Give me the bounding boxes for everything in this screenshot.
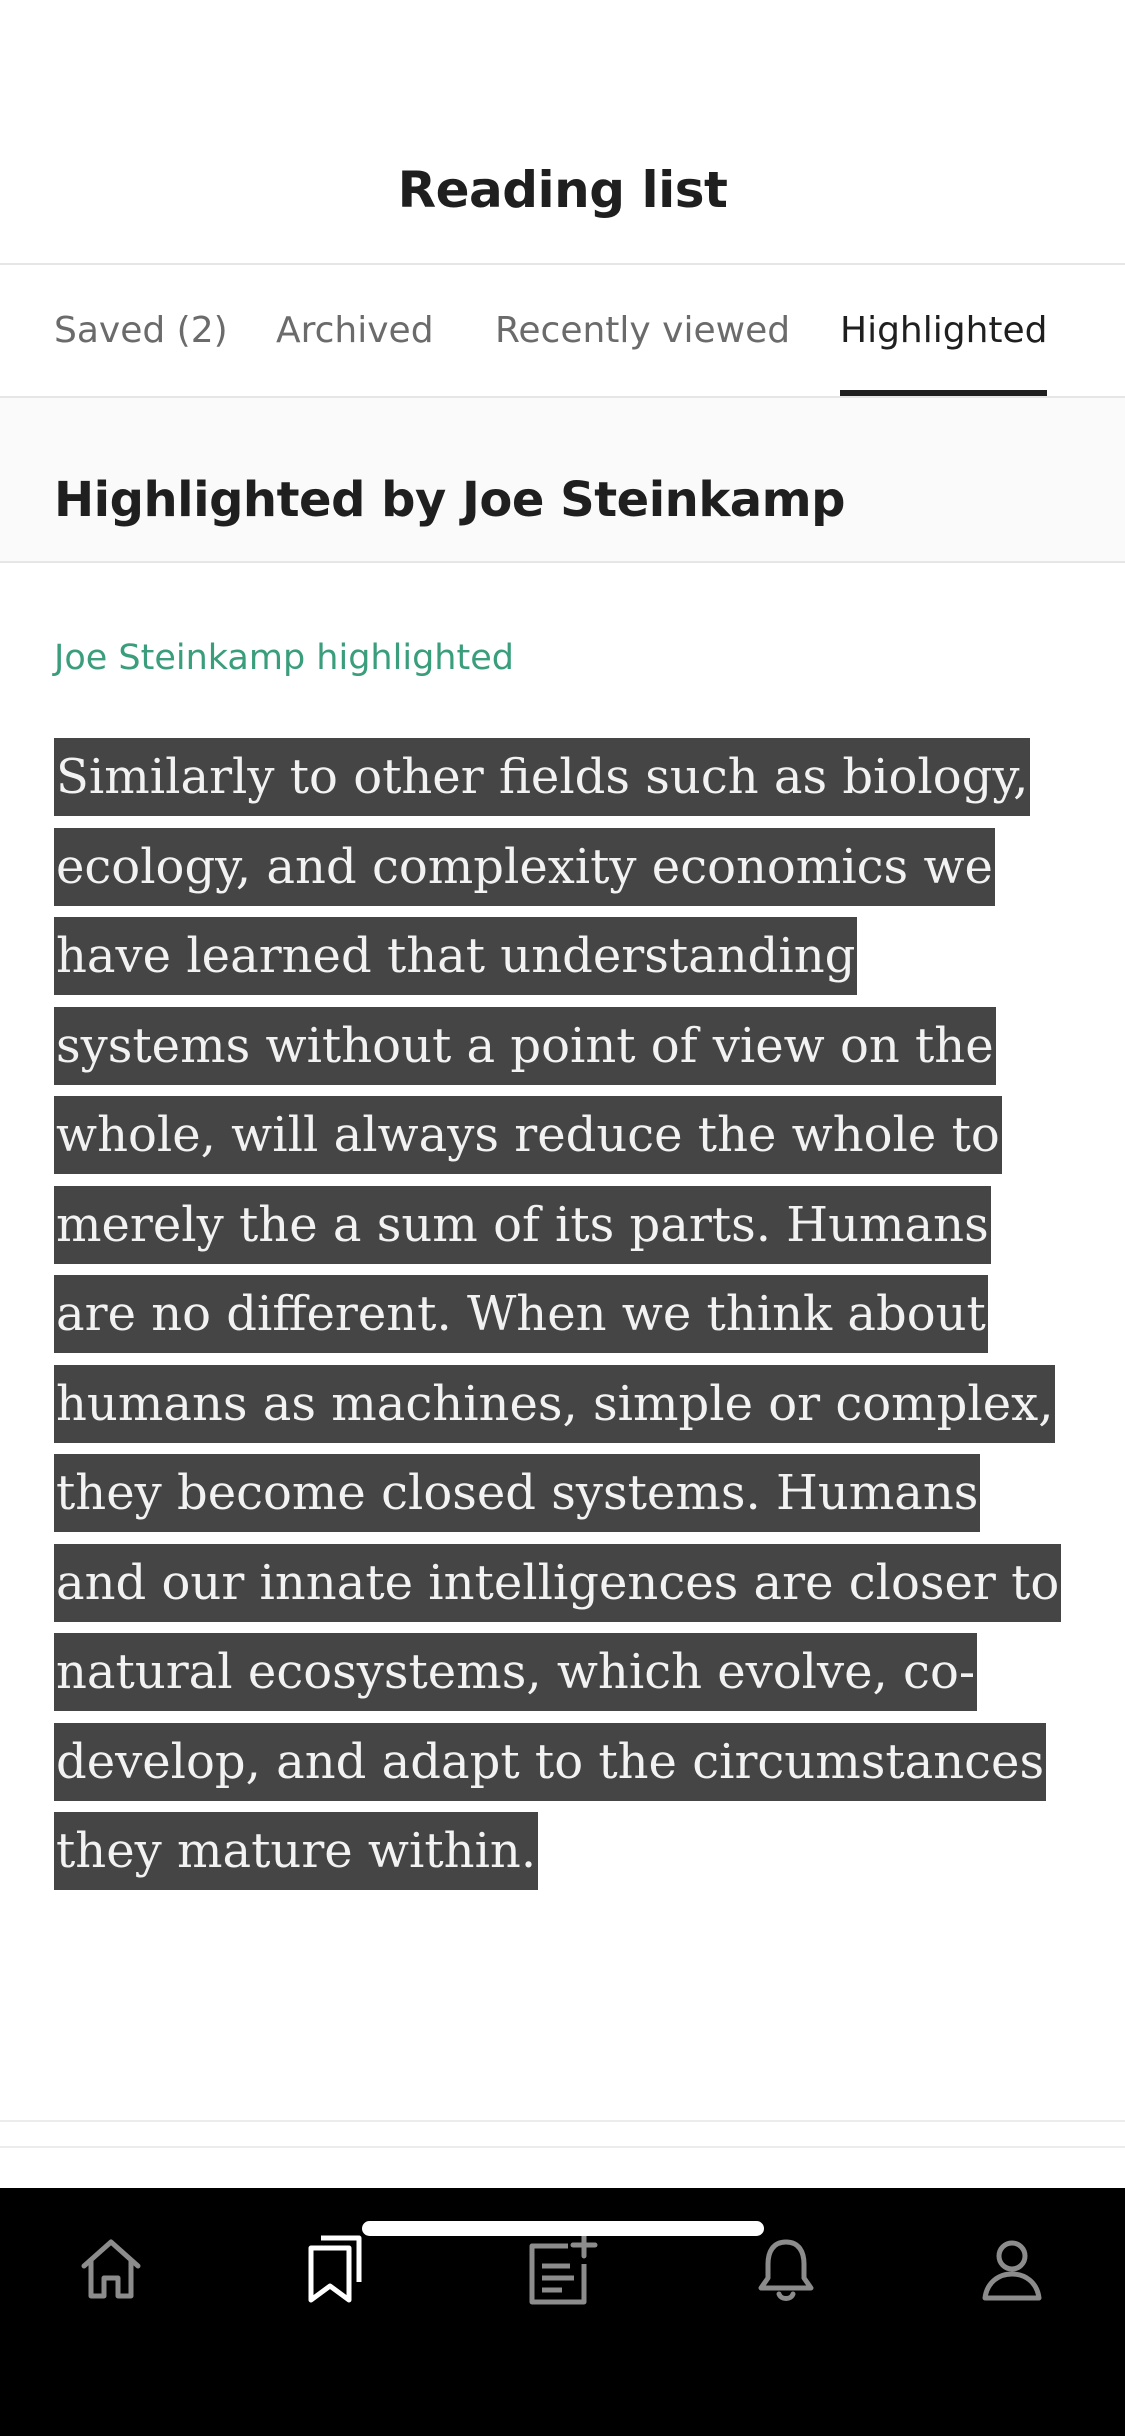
tab-highlighted[interactable]: Highlighted xyxy=(840,310,1048,351)
quote-line: merely the a sum of its parts. Humans xyxy=(54,1185,991,1264)
quote-line: ecology, and complexity economics we xyxy=(54,827,995,906)
quote-line: humans as machines, simple or complex, xyxy=(54,1364,1056,1443)
highlighter-label[interactable]: Joe Steinkamp highlighted xyxy=(54,638,514,678)
highlighted-quote[interactable]: Similarly to other fields such as biolog… xyxy=(54,738,1074,1902)
nav-home[interactable] xyxy=(66,2224,156,2314)
section-title: Highlighted by Joe Steinkamp xyxy=(54,472,846,528)
highlight-card[interactable]: Joe Steinkamp highlighted Similarly to o… xyxy=(0,563,1125,2123)
quote-line: natural ecosystems, which evolve, co- xyxy=(54,1633,978,1711)
page-title: Reading list xyxy=(397,161,728,219)
tab-saved[interactable]: Saved (2) xyxy=(54,310,228,351)
quote-line: Similarly to other fields such as biolog… xyxy=(54,738,1031,816)
bookmarks-icon xyxy=(308,2235,362,2303)
tab-recently-viewed[interactable]: Recently viewed xyxy=(495,310,791,351)
quote-line: they mature within. xyxy=(54,1812,539,1890)
divider xyxy=(0,2120,1125,2122)
tab-archived[interactable]: Archived xyxy=(276,310,434,351)
bell-icon xyxy=(758,2239,814,2301)
quote-line: and our innate intelligences are closer … xyxy=(54,1543,1062,1622)
nav-notifications[interactable] xyxy=(741,2224,831,2314)
section-header: Highlighted by Joe Steinkamp xyxy=(0,398,1125,563)
nav-reading-list[interactable] xyxy=(291,2224,381,2314)
divider xyxy=(0,2146,1125,2148)
tab-bar: Saved (2) Archived Recently viewed Highl… xyxy=(0,266,1125,398)
new-story-icon xyxy=(529,2232,598,2305)
quote-line: whole, will always reduce the whole to xyxy=(54,1096,1002,1174)
quote-line: develop, and adapt to the circumstances xyxy=(54,1722,1047,1801)
nav-profile[interactable] xyxy=(967,2224,1057,2314)
nav-write[interactable] xyxy=(516,2224,606,2314)
quote-line: have learned that understanding xyxy=(54,917,858,995)
quote-line: are no different. When we think about xyxy=(54,1275,988,1353)
quote-line: systems without a point of view on the xyxy=(54,1006,996,1085)
active-tab-indicator xyxy=(840,390,1047,396)
quote-line: they become closed systems. Humans xyxy=(54,1454,981,1532)
home-icon xyxy=(81,2239,141,2299)
profile-icon xyxy=(982,2240,1042,2301)
home-indicator[interactable] xyxy=(362,2221,764,2236)
header: Reading list xyxy=(0,0,1125,265)
